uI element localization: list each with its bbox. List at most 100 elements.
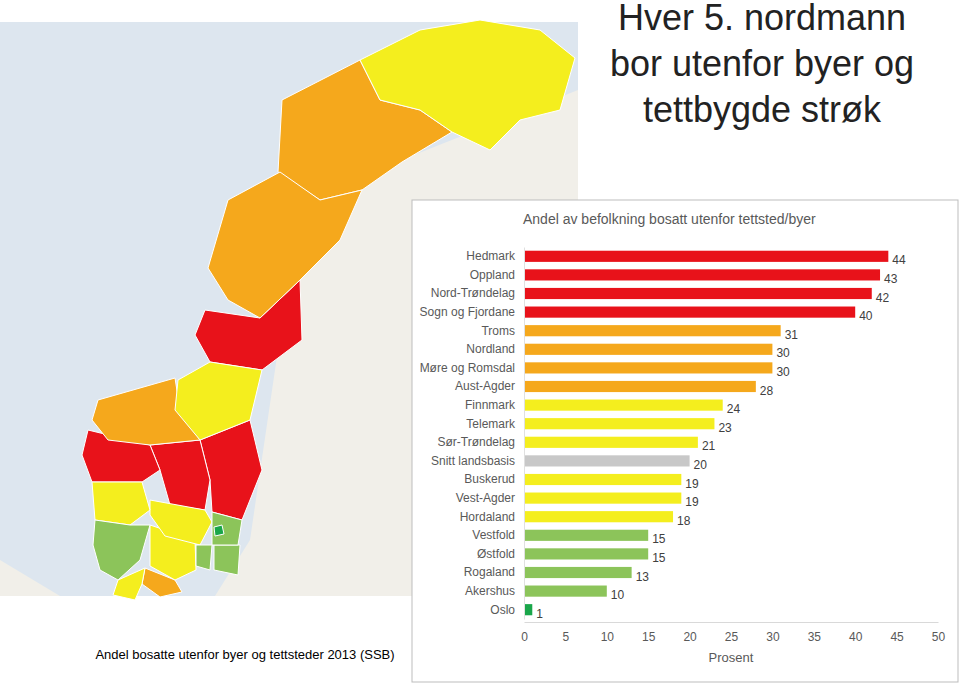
y-tick-label: Buskerud	[464, 472, 515, 486]
bar	[524, 381, 756, 392]
y-tick: Møre og Romsdal	[420, 361, 524, 375]
x-tick: 30	[766, 622, 780, 644]
county	[93, 520, 150, 580]
data-label: 23	[718, 421, 732, 435]
data-label: 40	[859, 309, 873, 323]
y-tick: Oslo	[490, 603, 524, 617]
y-tick: Akershus	[465, 584, 524, 598]
data-label: 18	[677, 514, 691, 528]
x-tick-label: 15	[642, 630, 656, 644]
county	[360, 20, 575, 150]
data-label: 20	[694, 458, 708, 472]
county	[214, 525, 224, 536]
x-tick-label: 25	[725, 630, 739, 644]
bar	[524, 344, 772, 355]
data-label: 19	[685, 495, 699, 509]
y-tick: Vestfold	[472, 528, 524, 542]
bar	[524, 511, 673, 522]
y-tick: Troms	[481, 324, 524, 338]
bar	[524, 307, 855, 318]
bar	[524, 400, 723, 411]
x-tick: 5	[563, 622, 570, 644]
y-tick: Sogn og Fjordane	[420, 305, 524, 319]
map	[0, 20, 578, 600]
bar	[524, 437, 698, 448]
y-tick-label: Sør-Trøndelag	[437, 435, 515, 449]
x-tick-label: 0	[521, 630, 528, 644]
y-tick: Finnmark	[465, 398, 524, 412]
x-tick: 25	[725, 622, 739, 644]
x-tick: 15	[642, 622, 656, 644]
data-label: 31	[785, 328, 799, 342]
y-tick: Vest-Agder	[456, 491, 524, 505]
data-label: 30	[776, 365, 790, 379]
y-tick-label: Vest-Agder	[456, 491, 515, 505]
county	[208, 172, 362, 318]
y-tick: Buskerud	[464, 472, 524, 486]
data-label: 30	[776, 346, 790, 360]
county	[175, 362, 262, 440]
y-tick: Hordaland	[460, 510, 524, 524]
data-label: 44	[892, 253, 906, 267]
y-tick: Telemark	[466, 417, 524, 431]
bar	[524, 418, 714, 429]
bar	[524, 455, 690, 466]
county	[150, 500, 212, 545]
y-tick: Østfold	[477, 547, 524, 561]
y-tick-label: Sogn og Fjordane	[420, 305, 516, 319]
bar	[524, 251, 888, 262]
bar	[524, 567, 632, 578]
x-tick-label: 40	[849, 630, 863, 644]
bar	[524, 362, 772, 373]
bar	[524, 474, 681, 485]
x-tick: 40	[849, 622, 863, 644]
bars	[524, 251, 888, 616]
bar	[524, 530, 648, 541]
x-tick: 50	[932, 622, 946, 644]
x-tick-label: 45	[890, 630, 904, 644]
bar	[524, 325, 781, 336]
data-label: 15	[652, 551, 666, 565]
y-tick: Oppland	[470, 268, 524, 282]
x-tick-label: 30	[766, 630, 780, 644]
y-tick: Aust-Agder	[455, 379, 524, 393]
x-tick: 45	[890, 622, 904, 644]
y-tick-label: Nord-Trøndelag	[431, 286, 515, 300]
bar	[524, 493, 681, 504]
county	[212, 512, 242, 545]
data-label: 21	[702, 439, 716, 453]
x-tick: 35	[808, 622, 822, 644]
y-tick-label: Hordaland	[460, 510, 515, 524]
data-label: 24	[727, 402, 741, 416]
chart-title: Andel av befolkning bosatt utenfor tetts…	[523, 211, 816, 227]
x-tick: 0	[521, 622, 528, 644]
y-tick: Nordland	[466, 342, 524, 356]
x-tick-label: 20	[683, 630, 697, 644]
y-tick-label: Oslo	[490, 603, 515, 617]
y-tick-label: Troms	[481, 324, 515, 338]
y-axis: Hedmark Oppland Nord-Trøndelag Sogn og Fjor…	[420, 248, 525, 620]
canvas: Hver 5. nordmannbor utenfor byer ogtettb…	[0, 0, 960, 684]
data-labels: 444342403130302824232120191918151513101	[536, 253, 906, 620]
x-tick: 20	[683, 622, 697, 644]
y-tick: Sør-Trøndelag	[437, 435, 524, 449]
y-tick-label: Oppland	[470, 268, 515, 282]
y-tick-label: Nordland	[466, 342, 515, 356]
x-axis-line	[525, 622, 939, 623]
y-tick-label: Vestfold	[472, 528, 515, 542]
y-tick-label: Rogaland	[464, 565, 515, 579]
y-tick-label: Akershus	[465, 584, 515, 598]
y-tick-label: Hedmark	[466, 249, 516, 263]
data-label: 42	[876, 291, 890, 305]
x-tick-label: 35	[808, 630, 822, 644]
x-axis-title: Prosent	[709, 650, 754, 665]
data-label: 15	[652, 532, 666, 546]
y-tick: Hedmark	[466, 249, 524, 263]
y-tick-label: Telemark	[466, 417, 516, 431]
y-tick: Nord-Trøndelag	[431, 286, 524, 300]
x-tick-label: 5	[563, 630, 570, 644]
chart-panel	[412, 200, 958, 682]
y-tick: Rogaland	[464, 565, 524, 579]
data-label: 10	[611, 588, 625, 602]
data-label: 43	[884, 272, 898, 286]
